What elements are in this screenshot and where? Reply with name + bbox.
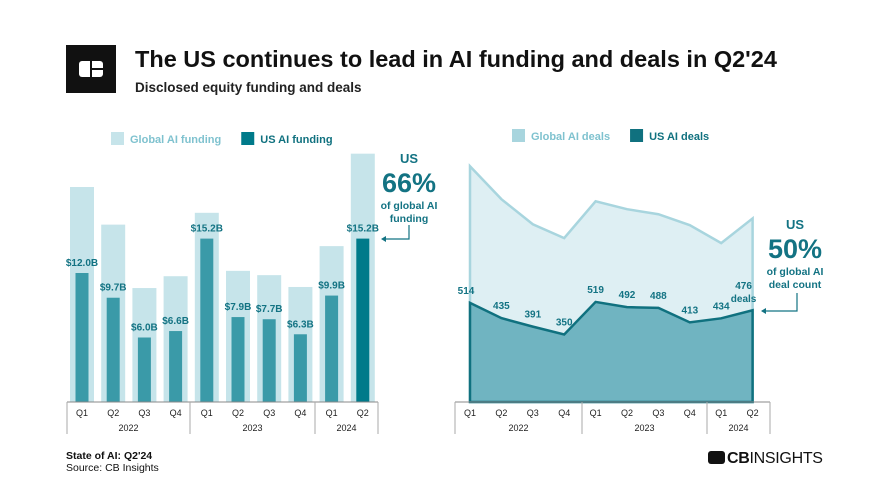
report-name: State of AI: Q2'24 <box>66 450 153 462</box>
year-label: 2023 <box>634 423 654 433</box>
brand-rest: INSIGHTS <box>749 450 823 467</box>
x-tick-label: Q1 <box>464 408 476 418</box>
us-funding-bar <box>137 337 151 402</box>
legend-swatch <box>241 132 255 145</box>
us-deals-label: 413 <box>681 305 698 316</box>
x-tick-label: Q3 <box>527 408 539 418</box>
x-tick-label: Q4 <box>558 408 570 418</box>
legend-label: Global AI funding <box>130 134 221 146</box>
x-tick-label: Q1 <box>715 408 727 418</box>
cbinsights-logo: CBINSIGHTS <box>708 450 823 468</box>
brand-bold: CB <box>727 450 750 467</box>
annotation-percent: 66% <box>382 168 436 198</box>
us-deals-label: 488 <box>650 291 667 302</box>
x-tick-label: Q1 <box>590 408 602 418</box>
annotation-line: deal count <box>769 279 822 291</box>
year-label: 2022 <box>508 423 528 433</box>
annotation-line: of global AI <box>381 200 438 212</box>
page-subtitle: Disclosed equity funding and deals <box>135 80 362 95</box>
us-funding-bar <box>200 238 214 402</box>
x-tick-label: Q1 <box>326 408 338 418</box>
year-label: 2024 <box>336 423 356 433</box>
us-funding-label: $7.9B <box>225 302 252 313</box>
us-funding-label: $6.3B <box>287 319 314 330</box>
us-funding-label: $15.2B <box>347 224 379 235</box>
source-note: Source: CB Insights <box>66 462 159 474</box>
year-label: 2023 <box>242 423 262 433</box>
us-deals-label-suffix: deals <box>731 294 757 305</box>
annotation-us: US <box>786 217 804 232</box>
us-funding-bar <box>293 334 307 402</box>
year-label: 2022 <box>118 423 138 433</box>
us-funding-bar <box>75 273 89 402</box>
page-title: The US continues to lead in AI funding a… <box>135 46 777 72</box>
x-tick-label: Q3 <box>263 408 275 418</box>
us-funding-bar <box>106 297 120 402</box>
x-tick-label: Q2 <box>495 408 507 418</box>
x-tick-label: Q1 <box>76 408 88 418</box>
us-funding-label: $12.0B <box>66 258 98 269</box>
arrow-icon <box>381 236 386 242</box>
x-tick-label: Q2 <box>621 408 633 418</box>
us-funding-label: $9.9B <box>318 281 345 292</box>
us-funding-bar <box>231 317 245 402</box>
x-tick-label: Q2 <box>357 408 369 418</box>
us-funding-bar <box>262 319 276 402</box>
us-funding-label: $9.7B <box>100 283 127 294</box>
legend-swatch <box>111 132 124 145</box>
us-funding-label: $15.2B <box>191 224 223 235</box>
annotation-line: funding <box>390 213 428 225</box>
us-deals-label: 476 <box>735 281 752 292</box>
annotation-pointer <box>764 293 798 312</box>
us-funding-bar <box>356 238 370 402</box>
x-tick-label: Q2 <box>747 408 759 418</box>
us-funding-bar <box>325 295 339 402</box>
us-deals-label: 492 <box>619 290 636 301</box>
legend-swatch <box>630 129 644 142</box>
us-deals-label: 391 <box>524 310 541 321</box>
legend-swatch <box>512 129 525 142</box>
year-label: 2024 <box>728 423 748 433</box>
x-tick-label: Q2 <box>107 408 119 418</box>
cb-brand-icon <box>708 451 725 464</box>
annotation-pointer <box>384 225 410 240</box>
us-deals-label: 519 <box>587 285 604 296</box>
cb-logo-icon <box>66 45 116 93</box>
legend-label: US AI funding <box>260 134 332 146</box>
x-tick-label: Q4 <box>294 408 306 418</box>
arrow-icon <box>761 308 766 314</box>
us-deals-label: 350 <box>556 318 573 329</box>
x-tick-label: Q4 <box>684 408 696 418</box>
us-funding-label: $6.0B <box>131 323 158 334</box>
x-tick-label: Q4 <box>170 408 182 418</box>
us-deals-label: 514 <box>458 286 475 297</box>
us-funding-bar <box>169 331 183 402</box>
us-funding-label: $6.6B <box>162 316 189 327</box>
x-tick-label: Q2 <box>232 408 244 418</box>
x-tick-label: Q1 <box>201 408 213 418</box>
legend-label: US AI deals <box>649 131 709 143</box>
us-deals-label: 434 <box>713 301 730 312</box>
x-tick-label: Q3 <box>138 408 150 418</box>
annotation-us: US <box>400 151 418 166</box>
legend-label: Global AI deals <box>531 131 610 143</box>
us-funding-label: $7.7B <box>256 304 283 315</box>
us-deals-label: 435 <box>493 301 510 312</box>
annotation-line: of global AI <box>767 266 824 278</box>
x-tick-label: Q3 <box>652 408 664 418</box>
annotation-percent: 50% <box>768 234 822 264</box>
